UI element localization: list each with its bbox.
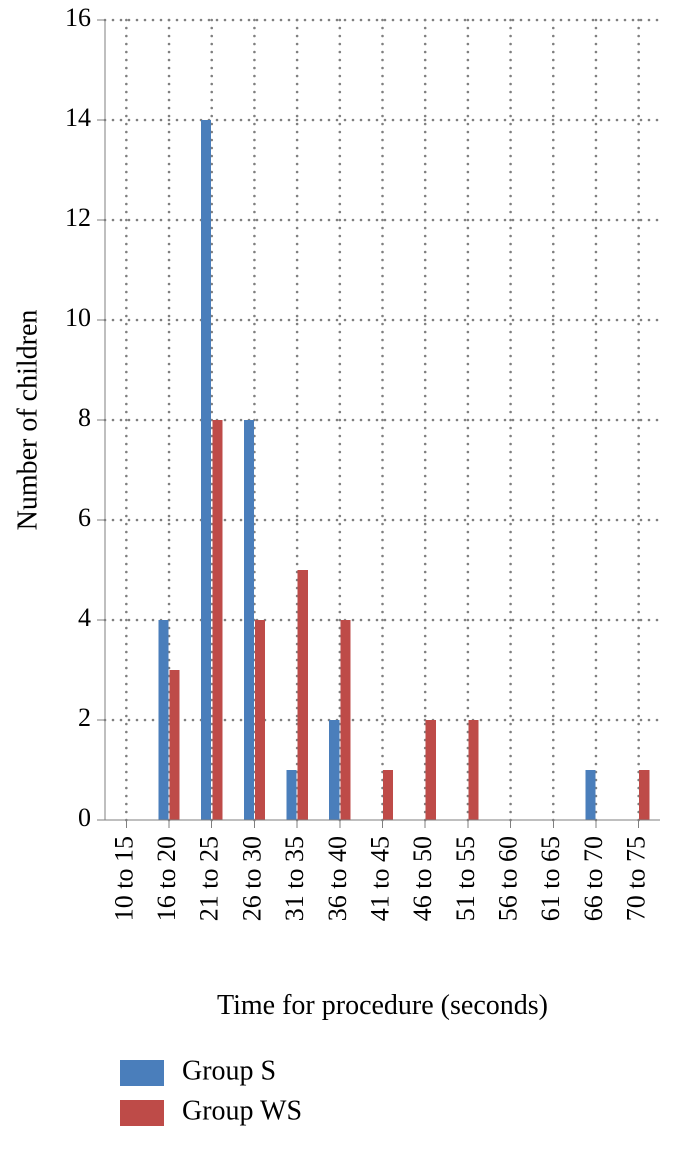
bar-group-s (244, 420, 254, 820)
x-tick-label: 41 to 45 (365, 836, 394, 921)
y-tick-label: 12 (65, 203, 91, 232)
x-tick-label: 10 to 15 (109, 836, 138, 921)
bar-group-ws (468, 720, 478, 820)
x-tick-label: 61 to 65 (536, 836, 565, 921)
legend-label: Group WS (182, 1095, 302, 1126)
x-tick-label: 16 to 20 (152, 836, 181, 921)
x-tick-label: 46 to 50 (408, 836, 437, 921)
bar-chart: 0 2 4 6 8 10 12 14 16 10 to 15 16 to 20 21 to 25 26 … (0, 0, 686, 1167)
y-axis-title: Number of children (12, 310, 43, 531)
bar-group-ws (298, 570, 308, 820)
x-tick-label: 26 to 30 (237, 836, 266, 921)
legend-swatch (120, 1100, 164, 1126)
bar-group-ws (426, 720, 436, 820)
bar-group-ws (340, 620, 350, 820)
y-tick-label: 4 (78, 603, 91, 632)
bar-group-ws (212, 420, 222, 820)
x-tick-label: 70 to 75 (622, 836, 651, 921)
y-tick-label: 14 (65, 103, 91, 132)
x-tick-label: 31 to 35 (280, 836, 309, 921)
x-tick-label: 56 to 60 (494, 836, 523, 921)
bar-group-s (201, 120, 211, 820)
bar-group-ws (255, 620, 265, 820)
x-tick-label: 51 to 55 (451, 836, 480, 921)
legend-label: Group S (182, 1055, 276, 1086)
y-tick-label: 2 (78, 703, 91, 732)
y-tick-label: 0 (78, 803, 91, 832)
y-tick-label: 10 (65, 303, 91, 332)
y-tick-label: 16 (65, 3, 91, 32)
bar-group-ws (383, 770, 393, 820)
chart-container: 0 2 4 6 8 10 12 14 16 10 to 15 16 to 20 21 to 25 26 … (0, 0, 686, 1167)
y-tick-label: 8 (78, 403, 91, 432)
x-tick-label: 66 to 70 (579, 836, 608, 921)
x-tick-label: 21 to 25 (195, 836, 224, 921)
bar-group-ws (639, 770, 649, 820)
bar-group-s (158, 620, 168, 820)
bar-group-ws (170, 670, 180, 820)
bar-group-s (329, 720, 339, 820)
legend-swatch (120, 1060, 164, 1086)
bar-group-s (585, 770, 595, 820)
y-tick-label: 6 (78, 503, 91, 532)
x-axis-title: Time for procedure (seconds) (217, 990, 548, 1021)
x-tick-label: 36 to 40 (323, 836, 352, 921)
bar-group-s (286, 770, 296, 820)
